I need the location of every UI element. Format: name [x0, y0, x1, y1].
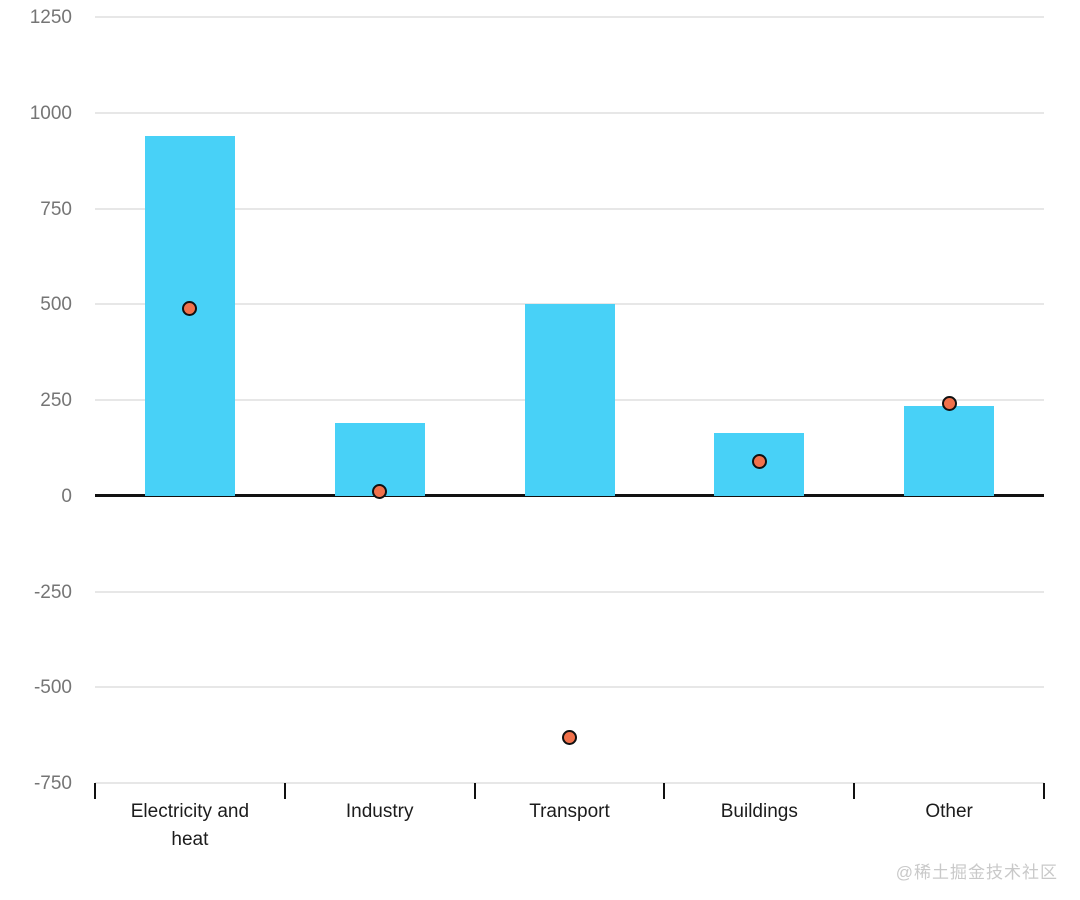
x-axis-tick [283, 783, 286, 799]
bar-other [904, 405, 995, 496]
x-axis-tick [473, 783, 476, 799]
bar-transport [524, 304, 615, 496]
y-axis-label-750: 750 [40, 198, 72, 220]
y-axis-label--250: -250 [33, 581, 72, 603]
y-axis-label--500: -500 [33, 677, 72, 699]
x-axis-tick [663, 783, 666, 799]
gridline-750 [95, 207, 1044, 210]
zero-line [95, 494, 1044, 498]
x-axis-label-buildings: Buildings [720, 801, 798, 822]
gridline--250 [95, 590, 1044, 593]
dot-industry [372, 484, 388, 500]
x-axis-label-transport: Transport [529, 801, 610, 822]
x-axis-tick [1043, 783, 1045, 799]
bar-industry [334, 422, 425, 496]
dot-electricity-and-heat [182, 300, 198, 316]
y-axis-label-0: 0 [61, 485, 72, 507]
x-axis-tick [853, 783, 856, 799]
dot-buildings [751, 453, 767, 469]
gridline--750 [95, 782, 1044, 784]
watermark: @稀土掘金技术社区 [895, 863, 1058, 882]
gridline-1000 [95, 111, 1044, 114]
dot-transport [562, 729, 577, 745]
dot-other [941, 396, 957, 412]
y-axis-label--750: -750 [33, 773, 72, 794]
y-axis-label-1250: 1250 [29, 7, 72, 28]
x-axis-label-industry: Industry [345, 801, 414, 822]
y-axis-label-250: 250 [40, 390, 72, 411]
y-axis-label-500: 500 [40, 294, 72, 316]
y-axis-label-1000: 1000 [29, 102, 72, 124]
gridline--500 [95, 686, 1044, 689]
x-axis-label-electricity-and-heat: Electricity and heat [130, 801, 250, 850]
bar-electricity-and-heat [144, 135, 235, 496]
x-axis-label-other: Other [925, 801, 973, 822]
gridline-1250 [95, 16, 1044, 18]
x-axis-tick [94, 783, 96, 799]
